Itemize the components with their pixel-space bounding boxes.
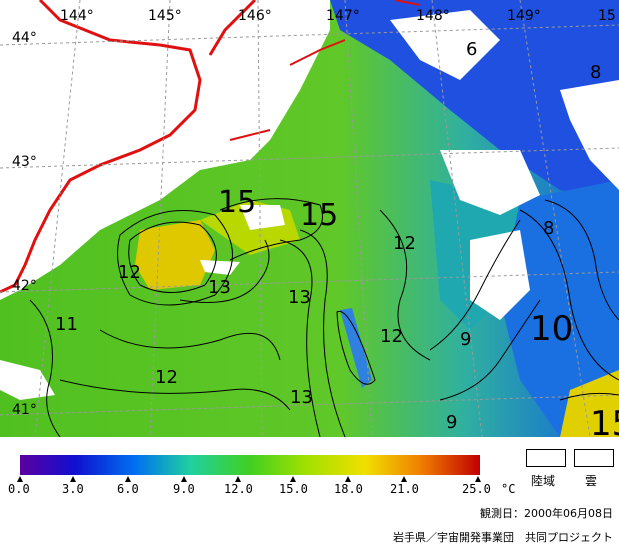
longitude-label: 147° [326,8,360,24]
coastline-island [394,0,421,6]
contour-label: 12 [118,262,141,283]
contour-label: 15 [218,185,256,220]
longitude-label: 15 [598,8,616,24]
longitude-label: 144° [60,8,94,24]
colorbar-tick-label: 0.0 [8,482,30,496]
contour-label: 12 [155,367,178,388]
colorbar-tick-label: 6.0 [117,482,139,496]
colorbar-gradient [20,455,480,475]
colorbar-tick-label: 25.0 [462,482,491,496]
contour-label: 13 [290,387,313,408]
graticule [0,0,619,437]
longitude-label: 148° [416,8,450,24]
latitude-label: 43° [12,154,37,170]
colorbar-unit: °C [501,482,516,496]
contour-label: 8 [590,62,601,83]
contour-label: 15 [300,198,338,233]
cool-water-area [500,180,619,437]
colorbar-tick-label: 18.0 [334,482,363,496]
sst-map-canvas: 144° 145° 146° 147° 148° 149° 15 44° 43°… [0,0,619,437]
colorbar [17,455,481,482]
cloud-patch [440,150,540,215]
cloud-legend-swatch [574,449,614,467]
latitude-label: 42° [12,278,37,294]
sst-map: 144° 145° 146° 147° 148° 149° 15 44° 43°… [0,0,619,437]
land-cloud-area [0,0,330,300]
credit-text: 岩手県／宇宙開発事業団 共同プロジェクト [393,531,613,544]
longitude-label: 149° [507,8,541,24]
contour-label: 11 [55,314,78,335]
coastline-island [208,0,257,56]
coastline-island [289,39,346,66]
land-legend-label: 陸域 [531,474,556,488]
latitude-label: 41° [12,402,37,418]
contour-label: 6 [466,39,477,60]
contour-label: 10 [530,309,573,349]
cloud-legend-label: 雲 [585,474,598,488]
contour-label: 12 [380,326,403,347]
colorbar-tick-label: 15.0 [279,482,308,496]
contour-label: 13 [288,287,311,308]
contour-label: 9 [446,412,457,433]
legend-panel: 0.0 3.0 6.0 9.0 12.0 15.0 18.0 21.0 25.0… [0,437,619,546]
colorbar-ticks [17,476,481,482]
cloud-patch [0,360,55,400]
coastline-island [229,129,271,141]
cloud-patch [560,80,619,190]
cloud-patch [390,10,500,80]
observation-date: 観測日：2000年06月08日 [480,507,613,520]
longitude-label: 145° [148,8,182,24]
warm-eddy [135,220,215,290]
cloud-patch [470,230,530,320]
isotherm-contours [29,198,619,437]
cold-streamer [340,308,372,388]
colorbar-tick-label: 21.0 [390,482,419,496]
contour-label: 8 [543,218,554,239]
warm-corner [560,370,619,437]
contour-label: 15 [590,404,619,437]
contour-label: 13 [208,277,231,298]
latitude-label: 44° [12,30,37,46]
coastline [0,0,202,294]
colorbar-tick-label: 9.0 [173,482,195,496]
cloud-patch [240,205,285,230]
longitude-label: 146° [238,8,272,24]
contour-label: 9 [460,329,471,350]
contour-label: 12 [393,233,416,254]
colorbar-tick-label: 12.0 [224,482,253,496]
land-legend-swatch [526,449,566,467]
colorbar-tick-label: 3.0 [62,482,84,496]
